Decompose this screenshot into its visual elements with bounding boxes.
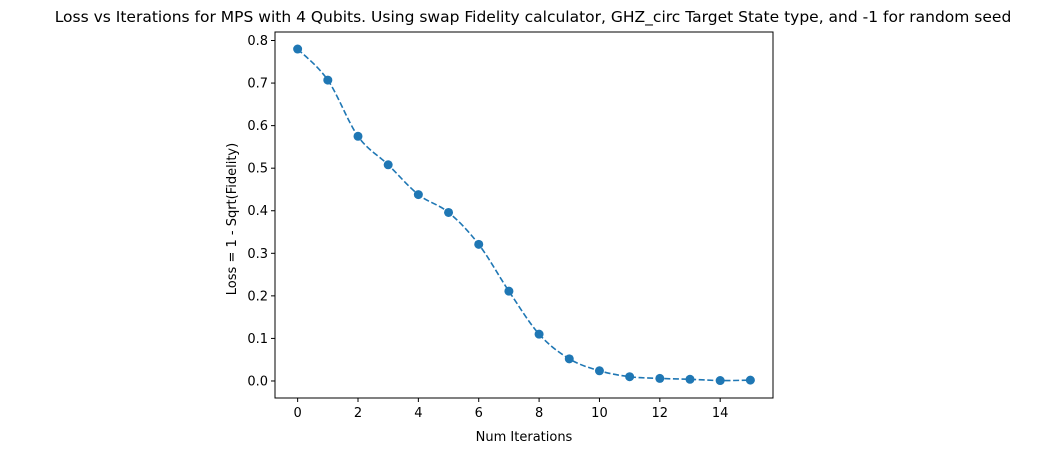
data-point (293, 44, 303, 54)
data-point (594, 366, 604, 376)
y-tick-label: 0.5 (247, 162, 268, 177)
data-point (474, 239, 484, 249)
x-axis-label: Num Iterations (476, 430, 573, 445)
data-point (715, 376, 725, 386)
y-tick-label: 0.3 (247, 247, 268, 262)
chart-title: Loss vs Iterations for MPS with 4 Qubits… (55, 8, 1012, 27)
x-tick-label: 8 (535, 406, 543, 421)
data-point (323, 75, 333, 85)
data-point (353, 131, 363, 141)
data-point (745, 375, 755, 385)
y-tick-label: 0.4 (247, 204, 268, 219)
y-tick-label: 0.0 (247, 374, 268, 389)
y-tick-label: 0.7 (247, 77, 268, 92)
data-point (534, 329, 544, 339)
x-tick-label: 10 (591, 406, 608, 421)
data-point (685, 374, 695, 384)
x-tick-label: 14 (712, 406, 729, 421)
x-tick-label: 6 (475, 406, 483, 421)
x-tick-label: 2 (354, 406, 362, 421)
x-tick-label: 0 (293, 406, 301, 421)
y-tick-label: 0.1 (247, 332, 268, 347)
data-point (655, 373, 665, 383)
data-point (383, 160, 393, 170)
x-tick-label: 4 (414, 406, 422, 421)
data-point (504, 286, 514, 296)
y-axis-ticks: 0.0 0.1 0.2 0.3 0.4 0.5 0.6 0.7 0.8 (247, 34, 275, 389)
y-axis-label: Loss = 1 - Sqrt(Fidelity) (225, 143, 240, 295)
data-point (564, 354, 574, 364)
data-point (413, 190, 423, 200)
series-line (297, 48, 751, 382)
y-tick-label: 0.2 (247, 289, 268, 304)
series-points (293, 44, 755, 386)
x-axis-ticks: 0 2 4 6 8 10 12 14 (293, 398, 728, 421)
axes-frame (274, 31, 774, 399)
data-point (625, 372, 635, 382)
y-tick-label: 0.6 (247, 119, 268, 134)
data-point (444, 207, 454, 217)
y-tick-label: 0.8 (247, 34, 268, 49)
plot-area: 0 2 4 6 8 10 12 14 0.0 0.1 0.2 0.3 0.4 0.5 0.6 0.7 0.8 (247, 31, 774, 421)
x-tick-label: 12 (652, 406, 669, 421)
